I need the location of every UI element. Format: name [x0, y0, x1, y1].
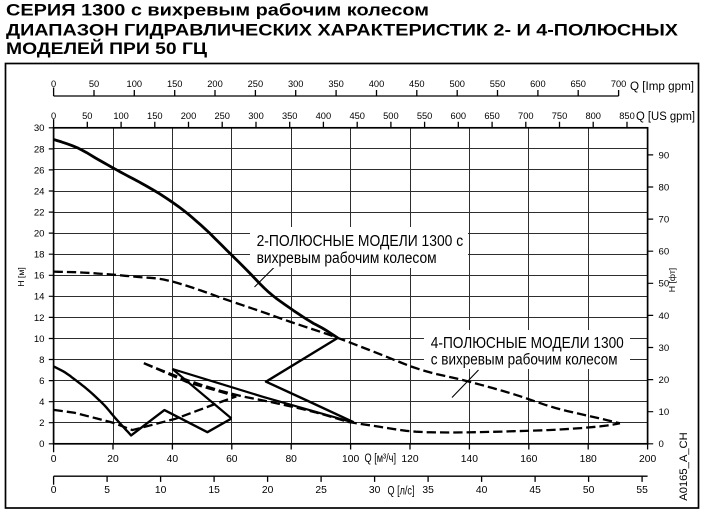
svg-text:ДИАПАЗОН ГИДРАВЛИЧЕСКИХ ХАРАКТ: ДИАПАЗОН ГИДРАВЛИЧЕСКИХ ХАРАКТЕРИСТИК 2-… [6, 22, 678, 40]
svg-text:Q [м³/ч]: Q [м³/ч] [365, 451, 397, 465]
svg-text:350: 350 [328, 79, 344, 89]
svg-text:0: 0 [51, 454, 57, 465]
svg-text:250: 250 [248, 79, 264, 89]
svg-text:180: 180 [580, 454, 597, 465]
svg-text:с вихревым рабочим колесом: с вихревым рабочим колесом [431, 351, 618, 368]
svg-text:0: 0 [659, 439, 664, 450]
svg-text:6: 6 [39, 376, 44, 387]
svg-text:80: 80 [659, 182, 670, 193]
svg-text:600: 600 [530, 79, 546, 89]
svg-text:850: 850 [619, 111, 635, 121]
svg-text:A0165_A_CH: A0165_A_CH [678, 432, 690, 500]
svg-text:50: 50 [89, 79, 99, 89]
svg-text:700: 700 [611, 79, 627, 89]
svg-text:700: 700 [518, 111, 534, 121]
svg-text:120: 120 [401, 454, 418, 465]
svg-text:10: 10 [659, 407, 670, 418]
svg-text:100: 100 [342, 454, 359, 465]
svg-text:160: 160 [520, 454, 537, 465]
svg-text:Q [Imp gpm]: Q [Imp gpm] [630, 79, 694, 93]
svg-text:550: 550 [490, 79, 506, 89]
svg-text:15: 15 [208, 485, 220, 496]
svg-text:20: 20 [107, 454, 119, 465]
svg-text:0: 0 [51, 485, 57, 496]
svg-text:200: 200 [207, 79, 223, 89]
svg-text:150: 150 [167, 79, 183, 89]
svg-text:60: 60 [659, 247, 670, 258]
svg-text:30: 30 [369, 485, 381, 496]
svg-text:500: 500 [383, 111, 399, 121]
svg-text:300: 300 [288, 79, 304, 89]
svg-text:28: 28 [34, 144, 45, 155]
svg-text:140: 140 [461, 454, 478, 465]
svg-text:100: 100 [127, 79, 143, 89]
svg-text:СЕРИЯ 1300 с вихревым рабочим: СЕРИЯ 1300 с вихревым рабочим колесом [6, 2, 429, 20]
svg-text:90: 90 [659, 150, 670, 161]
svg-text:30: 30 [659, 343, 670, 354]
svg-text:300: 300 [248, 111, 264, 121]
svg-text:16: 16 [34, 271, 45, 282]
svg-text:800: 800 [585, 111, 601, 121]
svg-text:22: 22 [34, 208, 45, 219]
svg-text:30: 30 [34, 123, 45, 134]
svg-text:70: 70 [659, 215, 670, 226]
svg-text:20: 20 [34, 229, 45, 240]
svg-text:350: 350 [282, 111, 298, 121]
svg-text:80: 80 [285, 454, 297, 465]
svg-text:24: 24 [34, 186, 45, 197]
svg-text:40: 40 [476, 485, 488, 496]
svg-text:650: 650 [570, 79, 586, 89]
svg-text:0: 0 [39, 439, 44, 450]
svg-text:2: 2 [39, 418, 44, 429]
svg-text:10: 10 [155, 485, 167, 496]
svg-text:12: 12 [34, 313, 45, 324]
svg-text:50: 50 [659, 279, 670, 290]
svg-text:60: 60 [226, 454, 238, 465]
svg-text:600: 600 [451, 111, 467, 121]
svg-text:200: 200 [181, 111, 197, 121]
svg-text:45: 45 [529, 485, 541, 496]
svg-text:МОДЕЛЕЙ ПРИ 50 ГЦ: МОДЕЛЕЙ ПРИ 50 ГЦ [6, 39, 207, 58]
svg-text:H [м]: H [м] [16, 267, 26, 287]
svg-text:650: 650 [484, 111, 500, 121]
svg-text:200: 200 [639, 454, 656, 465]
svg-text:26: 26 [34, 165, 45, 176]
svg-text:5: 5 [104, 485, 110, 496]
svg-text:0: 0 [51, 79, 56, 89]
svg-text:20: 20 [262, 485, 274, 496]
svg-text:0: 0 [51, 111, 56, 121]
svg-text:25: 25 [315, 485, 327, 496]
svg-text:18: 18 [34, 250, 45, 261]
svg-text:50: 50 [82, 111, 92, 121]
svg-text:Q [US gpm]: Q [US gpm] [636, 109, 695, 123]
svg-text:35: 35 [422, 485, 434, 496]
svg-text:Q [л/с]: Q [л/с] [388, 484, 415, 498]
svg-text:4-ПОЛЮСНЫЕ МОДЕЛИ 1300: 4-ПОЛЮСНЫЕ МОДЕЛИ 1300 [431, 335, 624, 352]
svg-text:550: 550 [417, 111, 433, 121]
svg-text:40: 40 [167, 454, 179, 465]
svg-text:500: 500 [449, 79, 465, 89]
svg-text:400: 400 [316, 111, 332, 121]
svg-text:450: 450 [349, 111, 365, 121]
svg-text:40: 40 [659, 311, 670, 322]
svg-text:250: 250 [214, 111, 230, 121]
svg-text:20: 20 [659, 375, 670, 386]
svg-text:150: 150 [147, 111, 163, 121]
svg-text:вихревым рабочим колесом: вихревым рабочим колесом [257, 250, 437, 267]
svg-text:450: 450 [409, 79, 425, 89]
svg-text:10: 10 [34, 334, 45, 345]
svg-text:H [фт]: H [фт] [667, 268, 677, 292]
svg-text:4: 4 [39, 397, 45, 408]
svg-text:8: 8 [39, 355, 44, 366]
svg-text:55: 55 [636, 485, 648, 496]
svg-text:100: 100 [113, 111, 129, 121]
svg-text:14: 14 [34, 292, 45, 303]
svg-text:2-ПОЛЮСНЫЕ МОДЕЛИ 1300 с: 2-ПОЛЮСНЫЕ МОДЕЛИ 1300 с [257, 233, 464, 250]
svg-text:750: 750 [552, 111, 568, 121]
svg-text:400: 400 [369, 79, 385, 89]
svg-text:50: 50 [583, 485, 595, 496]
